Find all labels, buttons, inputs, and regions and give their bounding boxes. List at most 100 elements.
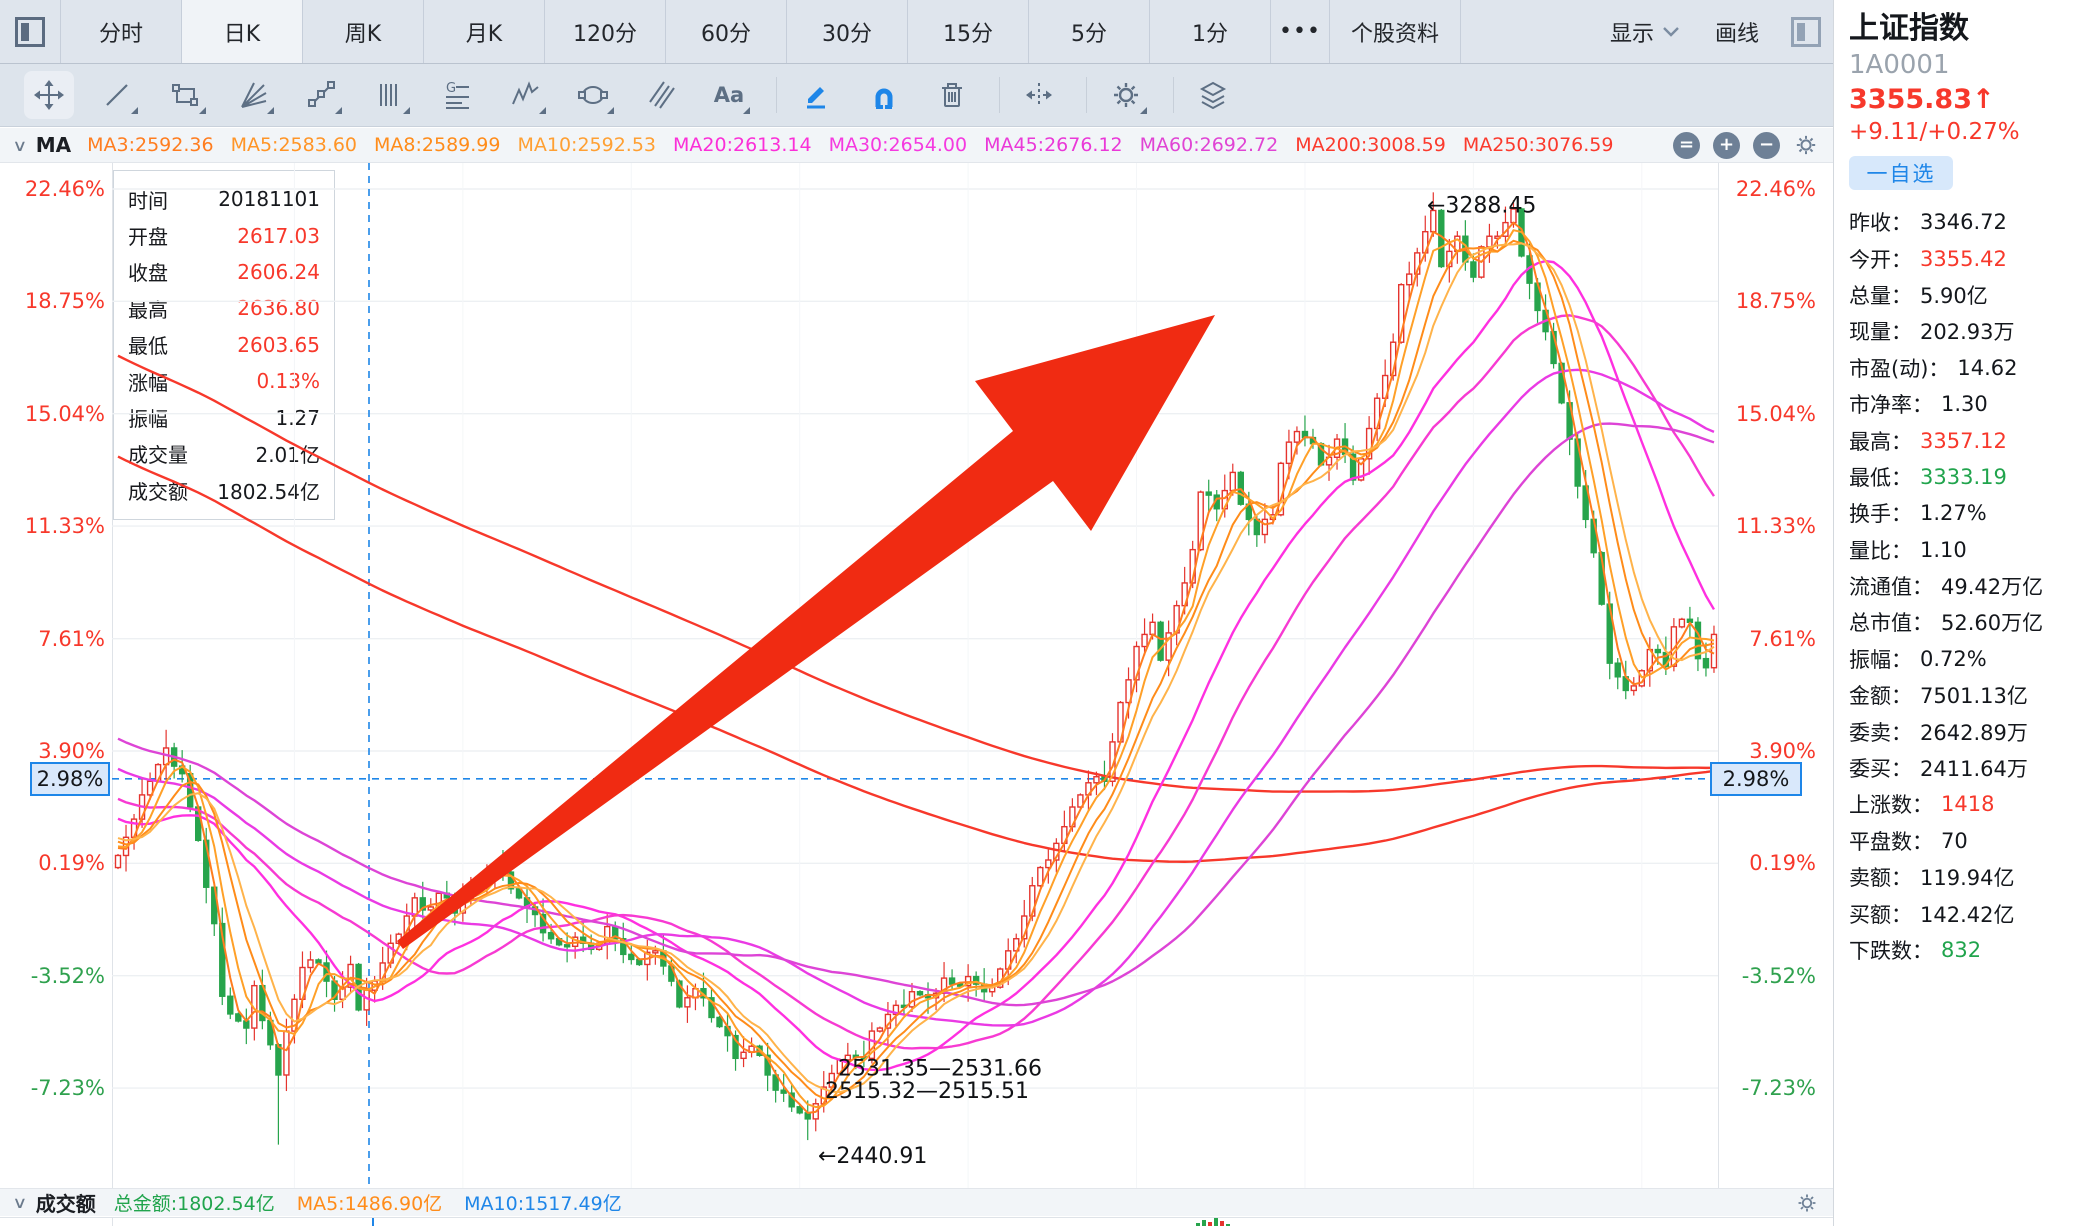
gann-fan-tool[interactable] <box>228 71 278 119</box>
quote-value: 1.10 <box>1920 537 1967 562</box>
quote-row: 流通值： 49.42万亿 <box>1849 568 2076 604</box>
mini-volume-bar <box>1202 1220 1206 1226</box>
quote-label: 买额： <box>1849 902 1912 927</box>
quote-label: 最低： <box>1849 465 1912 490</box>
quote-row: 今开： 3355.42 <box>1849 240 2076 276</box>
dropdown-corner-icon <box>267 107 274 114</box>
mini-volume-cursor <box>372 1218 374 1226</box>
layout-panel-left-button[interactable] <box>0 0 61 63</box>
chevron-down-icon <box>1663 26 1679 37</box>
ma5-value: MA5:2583.60 <box>230 134 358 156</box>
volume-indicator-bar: ∨ 成交额 总金额:1802.54亿 MA5:1486.90亿 MA10:151… <box>0 1188 1833 1216</box>
tooltip-label: 开盘 <box>128 225 168 250</box>
indicator-equal-button[interactable]: = <box>1673 131 1700 159</box>
tooltip-row: 开盘 2617.03 <box>128 217 320 253</box>
vertical-lines-tool[interactable] <box>364 71 414 119</box>
collapse-chevron-icon[interactable]: ∨ <box>12 1193 28 1212</box>
gear-icon[interactable] <box>1793 132 1819 158</box>
quote-value: 14.62 <box>1957 355 2018 380</box>
gear-icon[interactable] <box>1795 1191 1819 1215</box>
toolbar-divider <box>1173 77 1174 113</box>
quote-value: 49.42万亿 <box>1941 575 2044 600</box>
quote-value: 119.94亿 <box>1920 866 2015 891</box>
tooltip-value: 2603.65 <box>237 332 320 357</box>
quote-row: 市盈(动)： 14.62 <box>1849 350 2076 386</box>
split-adjust-tool[interactable] <box>1014 71 1064 119</box>
quote-row: 买额： 142.42亿 <box>1849 895 2076 931</box>
ma-lines-layer <box>117 221 1716 1114</box>
quote-row: 平盘数： 70 <box>1849 823 2076 859</box>
display-menu-label: 显示 <box>1609 21 1654 47</box>
price-annotation: 2515.32—2515.51 <box>825 1079 1029 1104</box>
pencil-tool[interactable] <box>791 71 841 119</box>
quote-value: 7501.13亿 <box>1920 684 2028 709</box>
tab-15min[interactable]: 15分 <box>908 0 1029 63</box>
ellipse-tool[interactable] <box>568 71 618 119</box>
dropdown-corner-icon <box>743 107 750 114</box>
tab-weekly-k[interactable]: 周K <box>303 0 424 63</box>
ma250-value: MA250:3076.59 <box>1462 134 1614 156</box>
gann-grid-tool[interactable]: G <box>432 71 482 119</box>
tab-daily-k[interactable]: 日K <box>182 0 303 63</box>
tooltip-value: 1802.54亿 <box>217 479 320 504</box>
tabbar-spacer <box>1461 0 1592 63</box>
settings-tool[interactable] <box>1101 71 1151 119</box>
hatch-lines-tool[interactable] <box>636 71 686 119</box>
move-tool[interactable] <box>24 71 74 119</box>
layout-panel-right-button[interactable] <box>1791 0 1821 63</box>
tooltip-label: 最低 <box>128 334 168 359</box>
quote-detail-list: 昨收： 3346.72 今开： 3355.42 总量： 5.90亿 现量： 202.93万 市盈… <box>1849 204 2076 968</box>
price-annotation: ←3288.45 <box>1427 193 1536 218</box>
dropdown-corner-icon <box>1140 107 1147 114</box>
draw-line-button[interactable]: 画线 <box>1714 21 1759 47</box>
wave-tool[interactable] <box>500 71 550 119</box>
quote-value: 832 <box>1941 938 1982 962</box>
tab-more[interactable]: ••• <box>1271 0 1330 63</box>
tooltip-row: 最低 2603.65 <box>128 327 320 363</box>
remove-watchlist-button[interactable]: 一自选 <box>1849 156 1953 190</box>
volume-pane-title: 成交额 <box>35 1192 96 1216</box>
segment-tool[interactable] <box>296 71 346 119</box>
quote-label: 委卖： <box>1849 720 1912 745</box>
quote-row: 昨收： 3346.72 <box>1849 204 2076 240</box>
ma45-value: MA45:2676.12 <box>984 134 1123 156</box>
magnet-tool[interactable] <box>859 71 909 119</box>
rectangle-tool[interactable] <box>160 71 210 119</box>
quote-row: 卖额： 119.94亿 <box>1849 859 2076 895</box>
text-tool[interactable]: Aa <box>704 71 754 119</box>
trash-tool[interactable] <box>927 71 977 119</box>
quote-label: 最高： <box>1849 429 1912 454</box>
tab-5min[interactable]: 5分 <box>1029 0 1150 63</box>
zoom-in-button[interactable]: + <box>1713 131 1740 159</box>
tab-120min[interactable]: 120分 <box>545 0 666 63</box>
quote-label: 平盘数： <box>1849 829 1933 854</box>
mini-volume-bar <box>1226 1224 1230 1226</box>
tab-stock-info[interactable]: 个股资料 <box>1330 0 1461 63</box>
crosshair-price-label-right: 2.98% <box>1710 761 1802 796</box>
tooltip-label: 收盘 <box>128 261 168 286</box>
ma-indicator-bar: ∨ MA MA3:2592.36 MA5:2583.60 MA8:2589.99… <box>0 128 1833 163</box>
tab-monthly-k[interactable]: 月K <box>424 0 545 63</box>
tooltip-row: 最高 2636.80 <box>128 290 320 326</box>
ma60-value: MA60:2692.72 <box>1139 134 1279 156</box>
panel-toggle-icon <box>1791 16 1821 47</box>
quote-value: 3346.72 <box>1920 210 2007 235</box>
quote-value: 142.42亿 <box>1920 902 2015 927</box>
display-menu[interactable]: 显示 <box>1592 0 1697 63</box>
tooltip-value: 2636.80 <box>237 296 320 321</box>
plot-left-border <box>112 163 113 1188</box>
stock-code: 1A0001 <box>1849 50 1950 80</box>
tab-30min[interactable]: 30分 <box>787 0 908 63</box>
trend-line-tool[interactable] <box>92 71 142 119</box>
stock-name: 上证指数 <box>1849 11 1969 46</box>
dropdown-corner-icon <box>335 107 342 114</box>
tab-60min[interactable]: 60分 <box>666 0 787 63</box>
mini-volume-bar <box>1196 1223 1200 1226</box>
price-annotation: 2531.35—2531.66 <box>838 1056 1042 1081</box>
zoom-out-button[interactable]: − <box>1753 131 1780 159</box>
collapse-chevron-icon[interactable]: ∨ <box>12 135 28 155</box>
layers-tool[interactable] <box>1188 71 1238 119</box>
tab-1min[interactable]: 1分 <box>1150 0 1271 63</box>
tab-fenshi[interactable]: 分时 <box>61 0 182 63</box>
